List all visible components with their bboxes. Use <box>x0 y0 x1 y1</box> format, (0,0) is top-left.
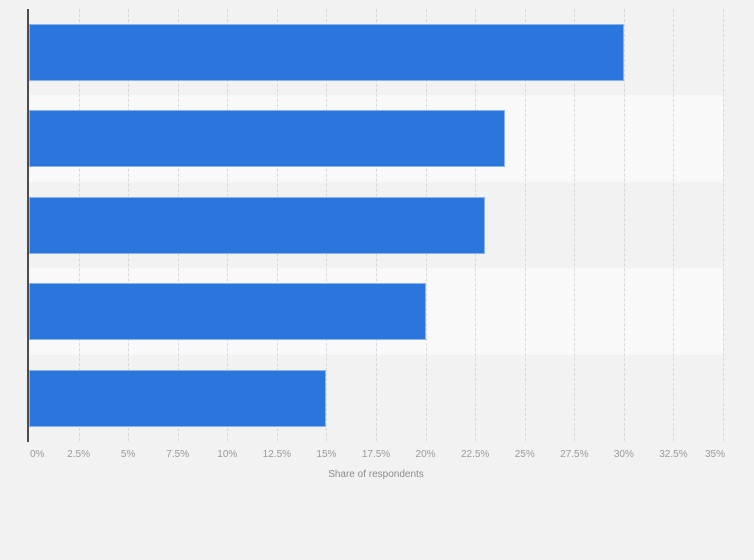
x-axis-tick-label: 35% <box>704 449 725 460</box>
gridline <box>524 9 526 441</box>
x-axis-tick-label: 25% <box>514 449 535 460</box>
x-axis-tick-label: 2.5% <box>67 449 90 460</box>
x-axis-tick-labels: 0% 2.5% 5% 7.5% 10% 12.5% 15% 17.5% 20% 22.5% 25% 2… <box>0 449 754 461</box>
x-axis-title: Share of respondents <box>328 469 424 480</box>
gridline <box>574 9 576 441</box>
bar-series-item[interactable] <box>29 369 327 427</box>
plot-area <box>27 9 724 442</box>
x-axis-tick-label: 0% <box>30 449 45 460</box>
x-axis-tick-label: 5% <box>120 449 136 460</box>
x-axis-tick-label: 12.5% <box>262 449 292 460</box>
x-axis-tick-label: 30% <box>613 449 634 460</box>
x-axis-tick-label: 17.5% <box>361 449 391 460</box>
bar-series-item[interactable] <box>29 110 505 168</box>
gridline <box>673 9 675 441</box>
x-axis-tick-label: 7.5% <box>166 449 190 460</box>
gridline <box>723 9 724 441</box>
x-axis-tick-label: 15% <box>316 449 337 460</box>
gridline <box>623 9 625 441</box>
x-axis-tick-label: 32.5% <box>659 449 688 460</box>
x-axis-tick-label: 20% <box>415 449 436 460</box>
x-axis-tick-label: 22.5% <box>460 449 490 460</box>
x-axis-tick-label: 10% <box>217 449 238 460</box>
bar-series-item[interactable] <box>29 283 426 341</box>
x-axis-tick-label: 27.5% <box>560 449 589 460</box>
bar-series-item[interactable] <box>29 24 624 81</box>
y-axis-line <box>27 9 29 442</box>
bar-series-item[interactable] <box>29 196 486 254</box>
